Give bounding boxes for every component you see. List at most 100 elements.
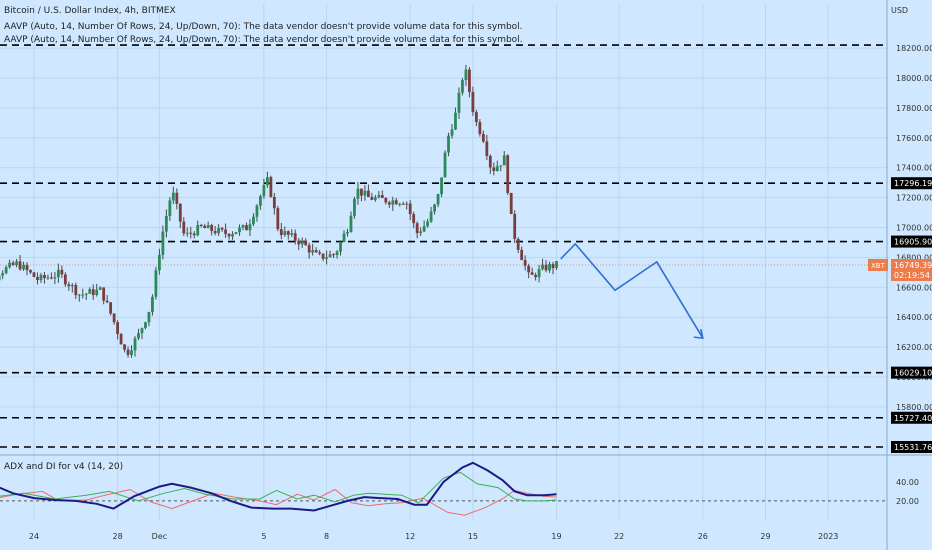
candle-body — [15, 261, 18, 265]
candle-body — [189, 232, 193, 234]
y-tick-label: 15800.00 — [896, 403, 932, 412]
candle-body — [238, 227, 241, 233]
candle-body — [502, 155, 506, 166]
y-tick-label: 18200.00 — [896, 44, 932, 53]
candle-body — [380, 195, 384, 198]
candle-body — [353, 198, 356, 216]
y-tick-label: 16600.00 — [896, 283, 932, 292]
candle-body — [450, 129, 454, 136]
candle-body — [419, 231, 423, 234]
candle-body — [84, 293, 88, 295]
candle-body — [231, 233, 234, 237]
candle-body — [262, 185, 266, 197]
candle-body — [318, 252, 322, 254]
candle-body — [471, 91, 475, 113]
candle-body — [67, 284, 71, 287]
candle-body — [555, 260, 558, 269]
x-tick-label: Dec — [152, 532, 167, 541]
candle-body — [457, 92, 461, 113]
candle-body — [29, 270, 32, 273]
candle-body — [11, 262, 15, 265]
candle-body — [534, 274, 537, 278]
candle-body — [88, 289, 92, 294]
candle-body — [137, 333, 140, 339]
candle-body — [102, 287, 106, 301]
candle-body — [18, 261, 22, 270]
support-resistance-levels — [0, 44, 887, 448]
candle-body — [415, 223, 419, 234]
candle-body — [544, 264, 548, 271]
candle-body — [433, 204, 436, 212]
candle-body — [123, 344, 126, 350]
candle-body — [387, 202, 391, 205]
candle-body — [32, 272, 36, 277]
candle-body — [279, 229, 283, 235]
y-tick-label: 16800.00 — [896, 253, 932, 262]
candle-body — [551, 263, 555, 269]
candle-body — [158, 254, 161, 271]
candle-body — [56, 269, 60, 278]
candle-body — [373, 197, 377, 200]
candle-body — [290, 233, 294, 235]
level-tag-label: 17296.19 — [894, 179, 932, 188]
y-tick-label: 16400.00 — [896, 313, 932, 322]
candle-body — [265, 177, 269, 186]
candle-body — [509, 192, 513, 215]
candle-body — [272, 196, 276, 209]
candle-body — [178, 203, 182, 222]
y-tick-label: 16200.00 — [896, 343, 932, 352]
candle-body — [286, 231, 290, 235]
candle-body — [506, 155, 510, 193]
candle-body — [520, 249, 524, 261]
level-tag-label: 16029.10 — [894, 369, 932, 378]
candle-body — [70, 284, 74, 287]
candle-body — [175, 192, 179, 204]
x-tick-label: 2023 — [818, 532, 838, 541]
candle-body — [199, 224, 203, 226]
candle-body — [126, 349, 130, 355]
forecast-arrowhead — [693, 328, 704, 340]
candle-body — [325, 257, 328, 259]
candle-body — [311, 250, 315, 253]
candle-body — [464, 69, 468, 81]
candle-body — [60, 269, 64, 275]
candle-body — [213, 230, 217, 234]
candle-body — [46, 277, 50, 279]
candle-body — [39, 274, 43, 281]
candle-body — [342, 233, 346, 242]
candle-body — [422, 226, 426, 232]
y-tick-label: 17200.00 — [896, 194, 932, 203]
candle-body — [245, 225, 248, 231]
candle-body — [171, 192, 175, 201]
candle-body — [436, 194, 440, 205]
candle-body — [1, 273, 5, 276]
candle-body — [405, 203, 409, 205]
candle-body — [248, 224, 252, 231]
candle-body — [339, 241, 342, 252]
candle-body — [276, 208, 280, 230]
candle-body — [203, 225, 207, 229]
level-tag-label: 16905.90 — [894, 238, 932, 247]
symbol-tag-label: XBT — [871, 262, 886, 270]
candle-body — [440, 177, 443, 195]
candle-body — [109, 302, 113, 314]
candle-body — [356, 188, 360, 199]
candle-body — [426, 221, 430, 227]
candle-body — [206, 225, 210, 229]
candle-body — [220, 227, 224, 230]
x-tick-label: 28 — [113, 532, 123, 541]
indicator-title: ADX and DI for v4 (14, 20) — [4, 462, 124, 472]
candle-body — [63, 274, 67, 285]
candle-body — [527, 265, 531, 273]
candle-body — [314, 250, 318, 253]
candle-body — [516, 238, 520, 250]
candle-body — [140, 328, 144, 334]
y-tick-label: 17000.00 — [896, 224, 932, 233]
candle-body — [234, 232, 238, 234]
price-axis: USD15800.0016000.0016200.0016400.0016600… — [868, 6, 932, 454]
candle-body — [241, 225, 245, 228]
candle-body — [50, 277, 53, 279]
candle-body — [293, 233, 297, 241]
candle-body — [401, 203, 405, 205]
